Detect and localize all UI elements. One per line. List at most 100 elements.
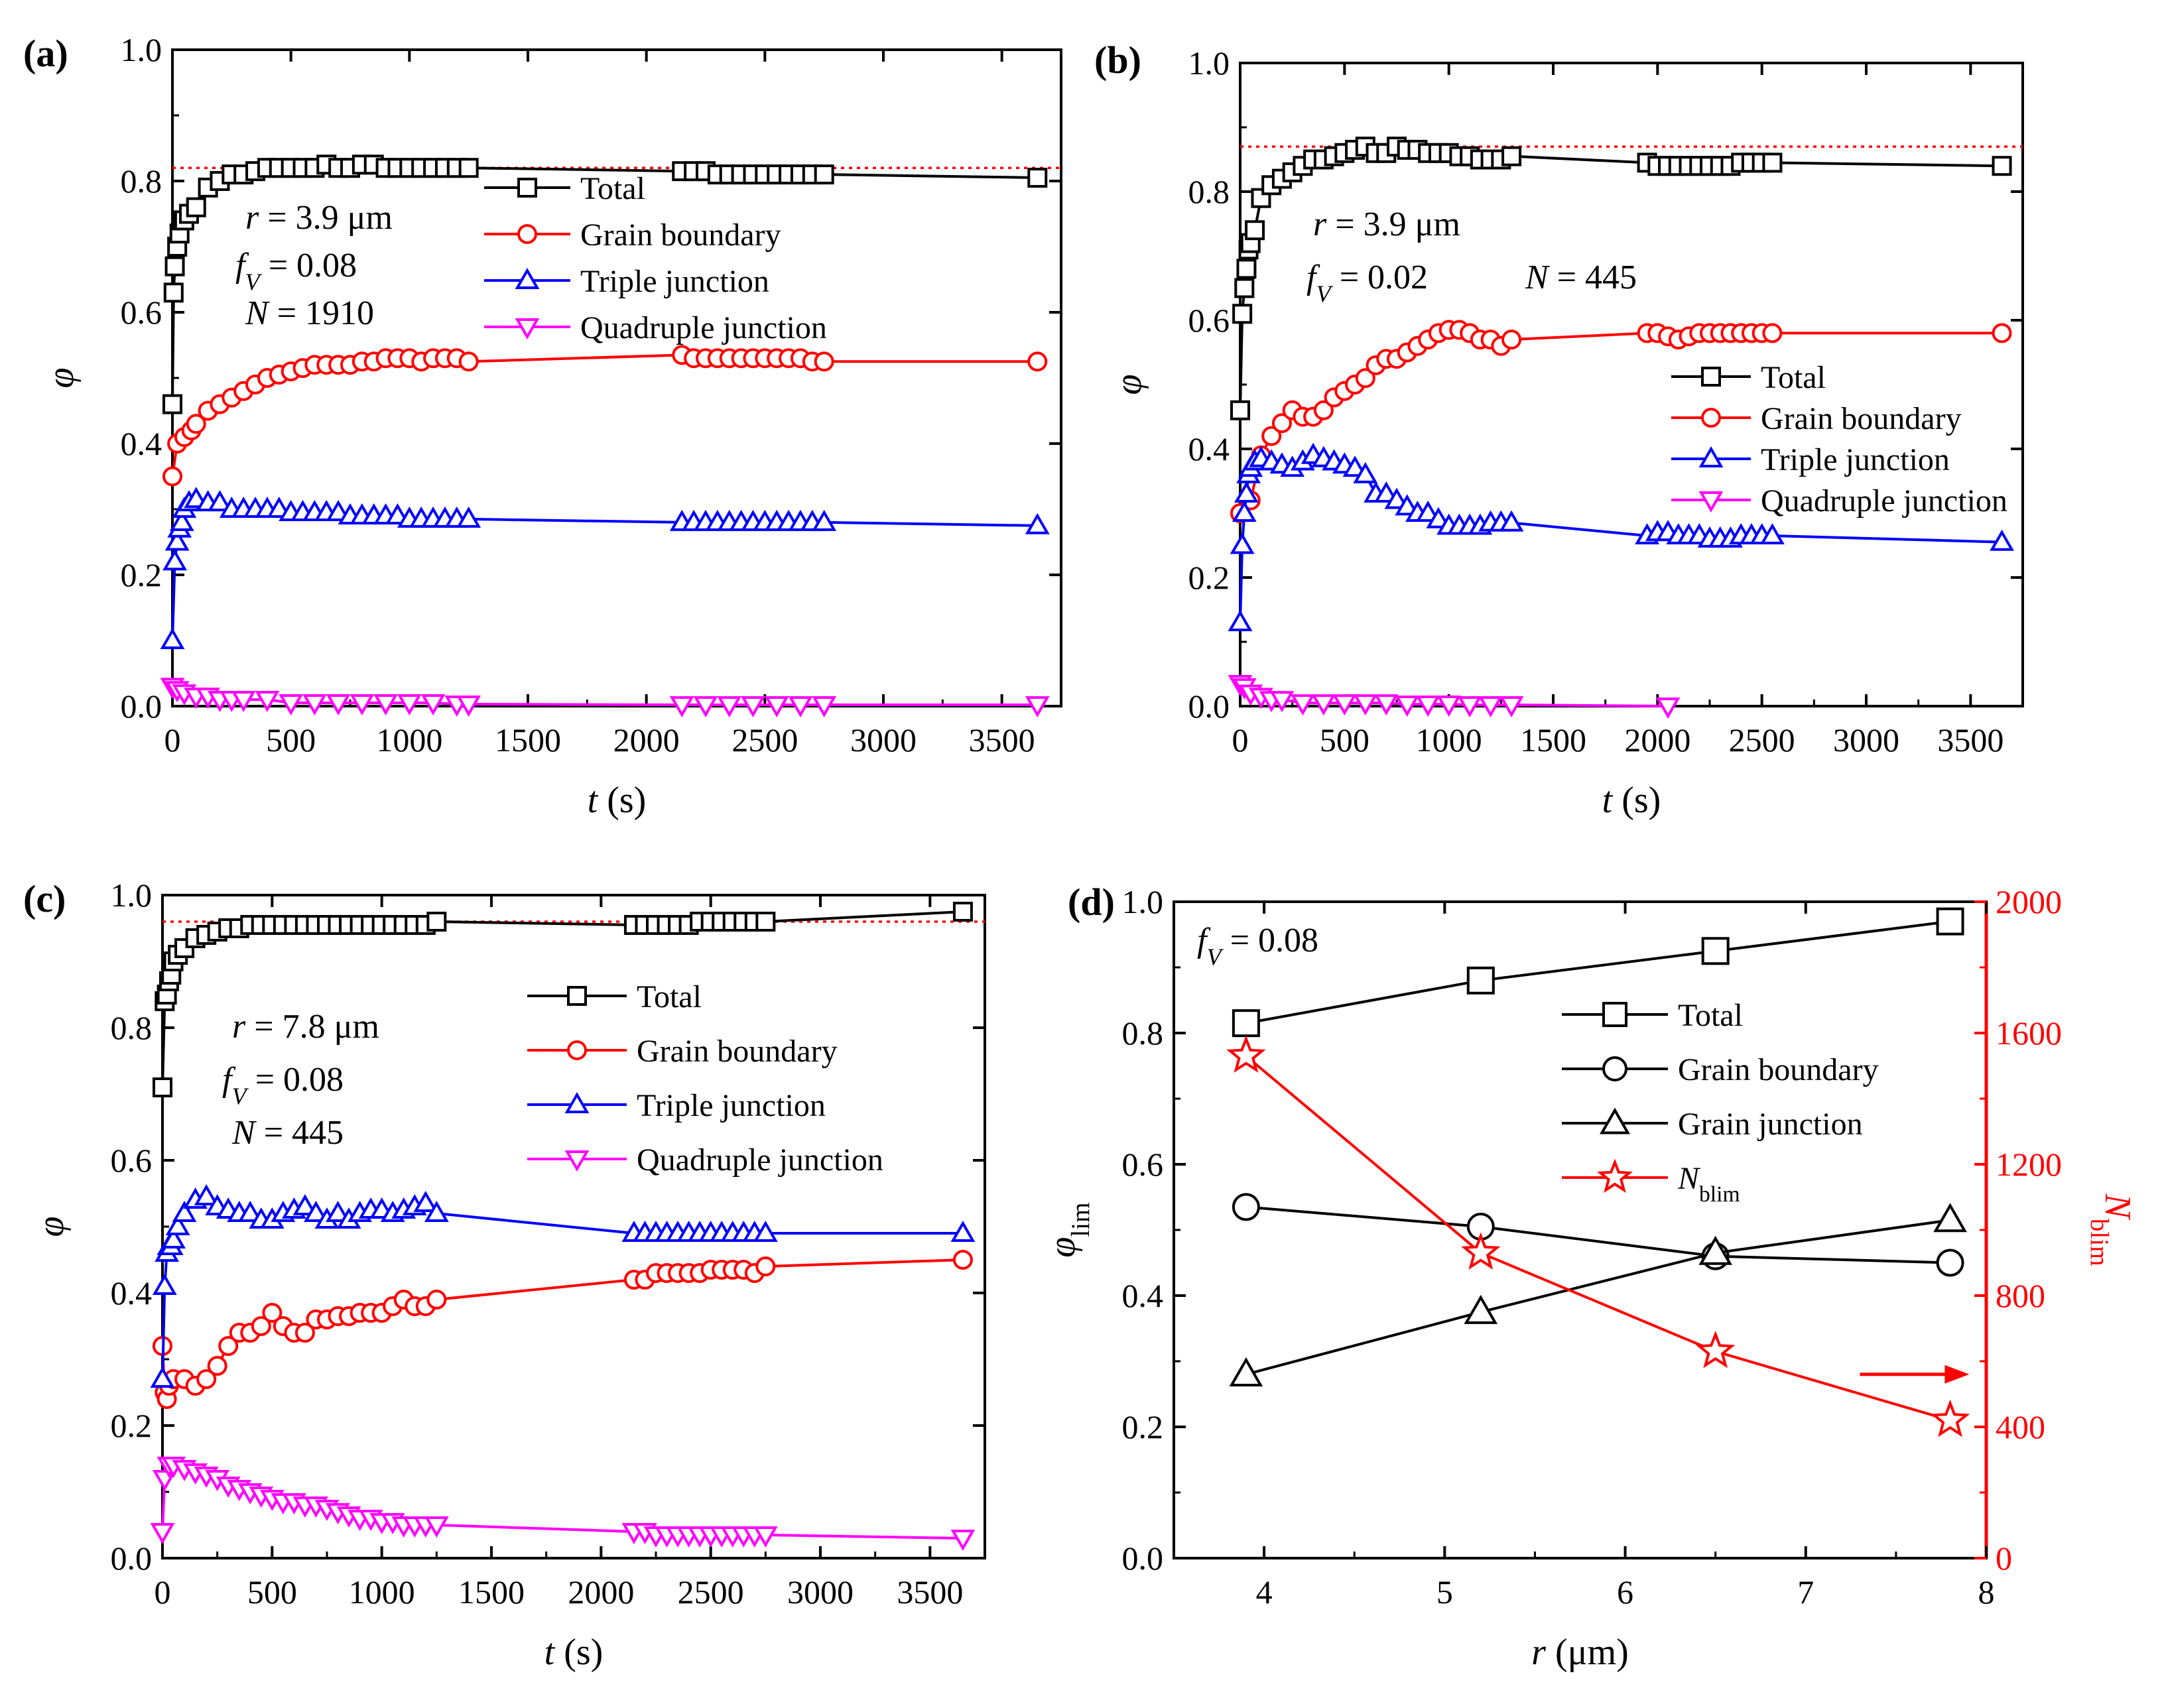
data-point	[812, 509, 837, 531]
data-point	[1478, 696, 1503, 718]
x-tick-label: 3500	[897, 1573, 963, 1611]
legend-marker	[567, 1040, 587, 1060]
legend-label: Grain boundary	[637, 1034, 838, 1069]
y-axis-title: φlim	[1042, 1202, 1095, 1257]
y-tick-label: 0.0	[1188, 688, 1230, 725]
y-tick-label: 0.8	[1122, 1014, 1164, 1052]
data-point	[1353, 461, 1378, 483]
legend-label: Nblim	[1677, 1161, 1740, 1207]
chart-panel-0: (a) 0 500 1000 1500 2000 2500 3000 3500 0.0 0.2 0.4…	[23, 31, 1062, 821]
y-tick-label: 0.8	[1188, 173, 1230, 210]
x-tick-label: 2500	[732, 721, 798, 759]
y-tick-label: 0.4	[1188, 430, 1230, 467]
data-point	[1696, 1330, 1736, 1369]
data-point	[1499, 696, 1524, 718]
data-point	[458, 351, 479, 372]
data-point	[162, 466, 182, 487]
annotation: r = 3.9 μm	[245, 199, 393, 237]
x-axis-title: r (μm)	[1531, 1632, 1629, 1673]
plot-frame	[1173, 900, 1988, 1559]
data-point	[1313, 400, 1334, 420]
data-point	[426, 1290, 447, 1310]
data-point	[1232, 1193, 1260, 1221]
data-point	[1464, 1294, 1498, 1324]
data-point	[1415, 501, 1440, 522]
data-point	[1236, 259, 1257, 279]
data-point	[950, 1221, 976, 1243]
legend-label: Quadruple junction	[1761, 483, 2007, 518]
legend-marker	[1602, 1056, 1627, 1081]
data-point	[420, 694, 446, 716]
data-point	[952, 1250, 973, 1270]
data-point	[1501, 330, 1522, 350]
x-tick-label: 1500	[458, 1573, 525, 1611]
y-tick-label: 0.6	[121, 294, 162, 331]
data-point	[161, 1227, 186, 1249]
svg-text:φ: φ	[1108, 375, 1149, 395]
data-point	[741, 696, 765, 717]
data-point	[1698, 1235, 1732, 1265]
data-point	[1415, 696, 1440, 717]
legend-label: Triple junction	[1761, 442, 1950, 477]
x-tick-label: 3500	[1937, 721, 2004, 759]
data-point	[1936, 1249, 1964, 1277]
data-point	[160, 628, 185, 650]
data-point	[456, 506, 481, 528]
chart-panel-1: (b) 0 500 1000 1500 2000 2500 3000 3500 0.0 0.2 0.4…	[1094, 38, 2024, 821]
legend-marker	[1698, 446, 1724, 468]
data-point	[186, 414, 206, 434]
x-tick-label: 3000	[787, 1573, 854, 1611]
data-point	[1936, 907, 1964, 936]
data-point	[1930, 1399, 1970, 1437]
legend-label: Triple junction	[580, 264, 769, 299]
data-point	[164, 256, 185, 276]
x-tick-label: 8	[1978, 1573, 1995, 1611]
legend-label: Quadruple junction	[580, 310, 827, 345]
data-point	[755, 1256, 776, 1276]
data-point	[304, 1201, 328, 1223]
data-point	[1228, 609, 1253, 631]
panel-label: (b)	[1094, 38, 1141, 82]
x-tick-label: 0	[155, 1573, 171, 1611]
panel-label: (c)	[23, 877, 66, 920]
x-tick-label: 0	[1232, 721, 1249, 759]
x-tick-label: 2000	[613, 721, 680, 759]
data-point	[162, 549, 187, 571]
y-axis-title: φ	[31, 1217, 72, 1237]
annotation: fV = 0.08	[235, 247, 357, 295]
annotation: fV = 0.08	[222, 1061, 344, 1109]
annotation: fV = 0.08	[1197, 922, 1318, 970]
y-tick-label: 0.8	[111, 1009, 153, 1046]
x-tick-label: 0	[164, 721, 181, 759]
data-point	[1499, 510, 1524, 532]
y-axis-title: φ	[40, 368, 82, 389]
data-point	[717, 696, 742, 717]
data-point	[1933, 1203, 1967, 1233]
data-point	[172, 1201, 197, 1223]
legend-marker	[1701, 408, 1721, 428]
y-tick-label: 0.0	[1122, 1540, 1164, 1577]
data-point	[1373, 481, 1399, 503]
data-point	[397, 694, 422, 716]
x-tick-label: 500	[1320, 721, 1369, 759]
data-point	[1332, 694, 1357, 716]
legend-label: Total	[637, 979, 702, 1014]
x-tick-label: 500	[266, 721, 316, 759]
data-point	[1355, 368, 1375, 389]
annotation: N = 1910	[245, 294, 374, 332]
annotation: N = 445	[231, 1114, 344, 1152]
y-tick-label: 0.0	[111, 1540, 153, 1577]
legend-label: Total	[1761, 360, 1826, 395]
legend-label: Grain boundary	[1761, 401, 1962, 436]
series-line-1	[1245, 1205, 1950, 1264]
y-tick-label: 1.0	[1122, 883, 1164, 920]
svg-text:φlim: φlim	[1042, 1202, 1095, 1257]
legend-label: Total	[580, 171, 645, 206]
data-point	[163, 282, 184, 303]
y-tick-label: 0.4	[1122, 1277, 1164, 1314]
annotation: r = 3.9 μm	[1313, 206, 1460, 243]
y-axis-title: φ	[1108, 375, 1149, 395]
x-tick-label: 3000	[850, 721, 917, 759]
data-point	[162, 394, 182, 414]
data-point	[1234, 481, 1259, 503]
